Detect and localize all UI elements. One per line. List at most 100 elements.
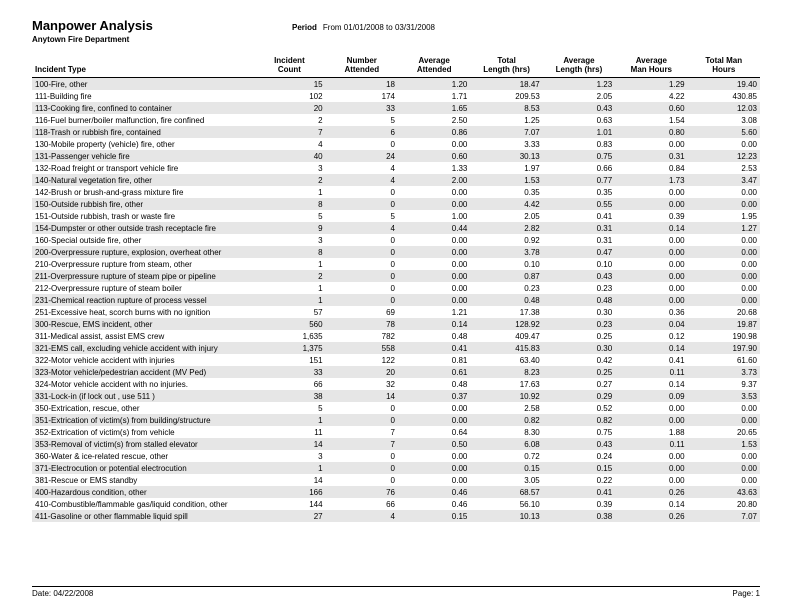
value-cell: 0.25 bbox=[543, 366, 615, 378]
value-cell: 3 bbox=[253, 162, 325, 174]
value-cell: 1 bbox=[253, 462, 325, 474]
value-cell: 0.00 bbox=[688, 138, 760, 150]
value-cell: 2.05 bbox=[470, 210, 542, 222]
value-cell: 20.80 bbox=[688, 498, 760, 510]
value-cell: 0.37 bbox=[398, 390, 470, 402]
incident-type-cell: 323-Motor vehicle/pedestrian accident (M… bbox=[32, 366, 253, 378]
value-cell: 0.00 bbox=[688, 294, 760, 306]
value-cell: 30.13 bbox=[470, 150, 542, 162]
value-cell: 102 bbox=[253, 90, 325, 102]
value-cell: 8.30 bbox=[470, 426, 542, 438]
value-cell: 0 bbox=[326, 258, 398, 270]
value-cell: 76 bbox=[326, 486, 398, 498]
value-cell: 1.53 bbox=[688, 438, 760, 450]
value-cell: 1.53 bbox=[470, 174, 542, 186]
value-cell: 0.92 bbox=[470, 234, 542, 246]
incident-type-cell: 351-Extrication of victim(s) from buildi… bbox=[32, 414, 253, 426]
value-cell: 0.14 bbox=[615, 342, 687, 354]
value-cell: 0.00 bbox=[398, 186, 470, 198]
table-row: 113-Cooking fire, confined to container2… bbox=[32, 102, 760, 114]
value-cell: 151 bbox=[253, 354, 325, 366]
value-cell: 0.35 bbox=[470, 186, 542, 198]
value-cell: 3.33 bbox=[470, 138, 542, 150]
table-row: 140-Natural vegetation fire, other242.00… bbox=[32, 174, 760, 186]
table-body: 100-Fire, other15181.2018.471.231.2919.4… bbox=[32, 78, 760, 523]
value-cell: 8 bbox=[253, 246, 325, 258]
value-cell: 2.00 bbox=[398, 174, 470, 186]
value-cell: 128.92 bbox=[470, 318, 542, 330]
incident-type-cell: 140-Natural vegetation fire, other bbox=[32, 174, 253, 186]
incident-type-cell: 360-Water & ice-related rescue, other bbox=[32, 450, 253, 462]
value-cell: 0.00 bbox=[398, 270, 470, 282]
value-cell: 1.21 bbox=[398, 306, 470, 318]
value-cell: 0.00 bbox=[398, 450, 470, 462]
value-cell: 0.00 bbox=[615, 462, 687, 474]
incident-type-cell: 251-Excessive heat, scorch burns with no… bbox=[32, 306, 253, 318]
value-cell: 0.11 bbox=[615, 366, 687, 378]
value-cell: 0.00 bbox=[615, 258, 687, 270]
value-cell: 430.85 bbox=[688, 90, 760, 102]
table-row: 411-Gasoline or other flammable liquid s… bbox=[32, 510, 760, 522]
value-cell: 0.48 bbox=[470, 294, 542, 306]
value-cell: 1.20 bbox=[398, 78, 470, 91]
value-cell: 0.48 bbox=[398, 378, 470, 390]
incident-type-cell: 131-Passenger vehicle fire bbox=[32, 150, 253, 162]
incident-type-cell: 154-Dumpster or other outside trash rece… bbox=[32, 222, 253, 234]
value-cell: 20.65 bbox=[688, 426, 760, 438]
value-cell: 14 bbox=[253, 438, 325, 450]
value-cell: 19.40 bbox=[688, 78, 760, 91]
value-cell: 4 bbox=[326, 510, 398, 522]
incident-type-cell: 300-Rescue, EMS incident, other bbox=[32, 318, 253, 330]
value-cell: 1,375 bbox=[253, 342, 325, 354]
value-cell: 38 bbox=[253, 390, 325, 402]
value-cell: 68.57 bbox=[470, 486, 542, 498]
value-cell: 66 bbox=[253, 378, 325, 390]
value-cell: 0.31 bbox=[543, 234, 615, 246]
period-value: From 01/01/2008 to 03/31/2008 bbox=[323, 23, 435, 32]
value-cell: 20 bbox=[253, 102, 325, 114]
table-row: 160-Special outside fire, other300.000.9… bbox=[32, 234, 760, 246]
value-cell: 3.47 bbox=[688, 174, 760, 186]
column-header: Total ManHours bbox=[688, 54, 760, 78]
value-cell: 19.87 bbox=[688, 318, 760, 330]
value-cell: 0 bbox=[326, 402, 398, 414]
value-cell: 3.73 bbox=[688, 366, 760, 378]
manpower-table: Incident TypeIncidentCountNumberAttended… bbox=[32, 54, 760, 522]
value-cell: 0.00 bbox=[688, 462, 760, 474]
value-cell: 6 bbox=[326, 126, 398, 138]
value-cell: 1.73 bbox=[615, 174, 687, 186]
value-cell: 0.00 bbox=[398, 462, 470, 474]
table-row: 150-Outside rubbish fire, other800.004.4… bbox=[32, 198, 760, 210]
value-cell: 0.25 bbox=[543, 330, 615, 342]
value-cell: 0.39 bbox=[543, 498, 615, 510]
value-cell: 20.68 bbox=[688, 306, 760, 318]
incident-type-cell: 212-Overpressure rupture of steam boiler bbox=[32, 282, 253, 294]
value-cell: 0.77 bbox=[543, 174, 615, 186]
value-cell: 190.98 bbox=[688, 330, 760, 342]
table-row: 100-Fire, other15181.2018.471.231.2919.4… bbox=[32, 78, 760, 91]
value-cell: 0.80 bbox=[615, 126, 687, 138]
table-row: 352-Extrication of victim(s) from vehicl… bbox=[32, 426, 760, 438]
report-subtitle: Anytown Fire Department bbox=[32, 35, 760, 44]
table-row: 251-Excessive heat, scorch burns with no… bbox=[32, 306, 760, 318]
value-cell: 0.66 bbox=[543, 162, 615, 174]
value-cell: 0.41 bbox=[543, 210, 615, 222]
table-header: Incident TypeIncidentCountNumberAttended… bbox=[32, 54, 760, 78]
incident-type-cell: 118-Trash or rubbish fire, contained bbox=[32, 126, 253, 138]
value-cell: 0.00 bbox=[688, 246, 760, 258]
value-cell: 69 bbox=[326, 306, 398, 318]
value-cell: 0.38 bbox=[543, 510, 615, 522]
incident-type-cell: 410-Combustible/flammable gas/liquid con… bbox=[32, 498, 253, 510]
value-cell: 0.00 bbox=[398, 138, 470, 150]
value-cell: 0.00 bbox=[688, 402, 760, 414]
incident-type-cell: 160-Special outside fire, other bbox=[32, 234, 253, 246]
table-row: 300-Rescue, EMS incident, other560780.14… bbox=[32, 318, 760, 330]
value-cell: 0.26 bbox=[615, 486, 687, 498]
value-cell: 1 bbox=[253, 258, 325, 270]
column-header: Incident Type bbox=[32, 54, 253, 78]
value-cell: 32 bbox=[326, 378, 398, 390]
value-cell: 0.75 bbox=[543, 150, 615, 162]
value-cell: 0.31 bbox=[615, 150, 687, 162]
value-cell: 1 bbox=[253, 294, 325, 306]
value-cell: 1.23 bbox=[543, 78, 615, 91]
